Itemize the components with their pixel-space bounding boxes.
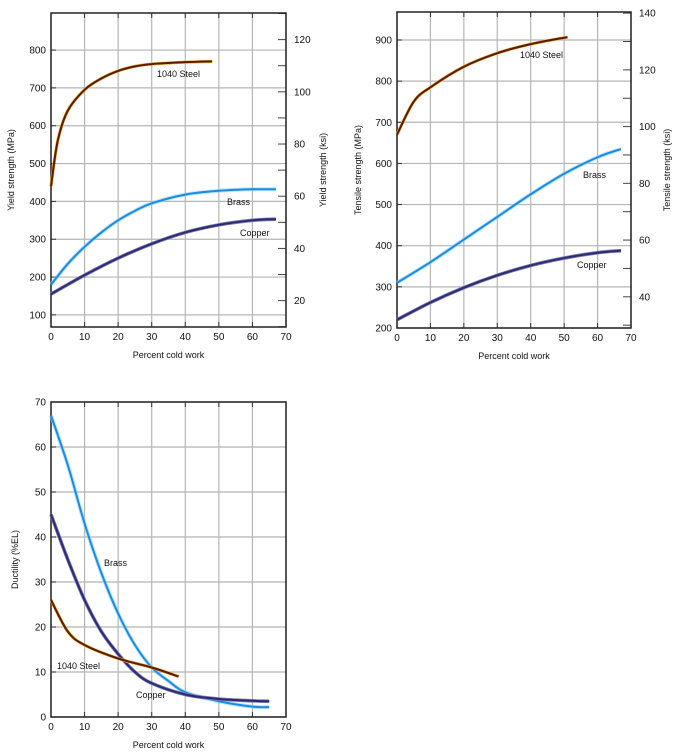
y2-tick-label: 80: [294, 140, 306, 151]
y-tick-label: 0: [40, 713, 46, 724]
y-tick-label: 200: [29, 273, 46, 284]
series-label: Copper: [240, 228, 270, 238]
series-label: Brass: [227, 197, 251, 207]
x-axis-label: Percent cold work: [478, 351, 550, 361]
y2-tick-label: 80: [639, 179, 651, 190]
x-tick-label: 50: [213, 722, 225, 733]
y2-axis-label: Yield strength (ksi): [318, 133, 328, 207]
x-tick-label: 30: [146, 332, 158, 343]
x-tick-label: 0: [48, 332, 54, 343]
y-tick-label: 500: [29, 159, 46, 170]
y-tick-label: 800: [29, 46, 46, 57]
y-tick-label: 500: [375, 200, 392, 211]
y2-tick-label: 20: [294, 296, 306, 307]
plot-frame: [396, 11, 632, 329]
y-tick-label: 700: [375, 118, 392, 129]
y-tick-label: 300: [375, 282, 392, 293]
series-label: 1040 Steel: [157, 69, 200, 79]
y2-tick-label: 120: [294, 35, 311, 46]
x-axis-label: Percent cold work: [133, 350, 205, 360]
series-label: Copper: [136, 690, 166, 700]
y-tick-label: 900: [375, 35, 392, 46]
y-tick-label: 50: [35, 488, 47, 499]
y-tick-label: 60: [35, 443, 47, 454]
chart-2: 0 10 20 30 40 50 60 70 200 300 400 500 600 700 800 900 4…: [353, 9, 672, 361]
x-tick-label: 50: [213, 332, 225, 343]
series-line-copper: [396, 249, 622, 321]
x-axis-label: Percent cold work: [133, 740, 205, 750]
y-tick-label: 20: [35, 623, 47, 634]
y2-tick-label: 140: [639, 9, 656, 20]
x-tick-label: 20: [113, 722, 125, 733]
y-tick-label: 30: [35, 578, 47, 589]
series-label: Brass: [583, 170, 607, 180]
series-line-brass: [396, 148, 622, 284]
chart-3: 0 10 20 30 40 50 60 70 0 10 20 30 40 50 60 70 Brass Coppe…: [10, 398, 292, 751]
x-tick-label: 10: [79, 332, 91, 343]
y2-tick-label: 60: [639, 236, 651, 247]
x-tick-label: 50: [559, 333, 571, 344]
y2-tick-label: 100: [294, 87, 311, 98]
y2-tick-label: 100: [639, 122, 656, 133]
y-tick-label: 400: [375, 241, 392, 252]
series-line-1040-steel: [50, 599, 179, 678]
plot-frame: [50, 401, 287, 718]
y-tick-label: 700: [29, 83, 46, 94]
series-label: Brass: [104, 558, 128, 568]
series-line-brass: [50, 415, 270, 709]
y2-tick-label: 60: [294, 192, 306, 203]
y-tick-label: 100: [29, 310, 46, 321]
series-line-1040-steel: [396, 36, 568, 136]
x-tick-label: 20: [458, 333, 470, 344]
series-line-copper: [50, 218, 276, 295]
y-tick-label: 300: [29, 235, 46, 246]
y-axis-label: Ductility (%EL): [10, 530, 20, 589]
series-line-1040-steel: [50, 60, 213, 187]
y-tick-label: 10: [35, 668, 47, 679]
y-tick-label: 600: [375, 159, 392, 170]
y-axis-label: Yield strength (MPa): [6, 129, 16, 211]
x-tick-label: 40: [180, 722, 192, 733]
series-line-copper: [50, 514, 270, 703]
series-line-brass: [50, 188, 276, 286]
x-tick-label: 70: [625, 333, 637, 344]
y-tick-label: 400: [29, 197, 46, 208]
y-tick-label: 200: [375, 324, 392, 335]
x-tick-label: 70: [280, 722, 292, 733]
series-label: Copper: [577, 260, 607, 270]
x-tick-label: 0: [394, 333, 400, 344]
y2-axis-label: Tensile strength (ksi): [662, 129, 672, 212]
x-tick-label: 30: [492, 333, 504, 344]
x-tick-label: 10: [425, 333, 437, 344]
x-tick-label: 60: [247, 332, 259, 343]
x-tick-label: 60: [247, 722, 259, 733]
x-tick-label: 60: [592, 333, 604, 344]
x-tick-label: 10: [79, 722, 91, 733]
x-tick-label: 40: [180, 332, 192, 343]
y2-tick-label: 40: [639, 292, 651, 303]
y2-tick-label: 120: [639, 65, 656, 76]
chart-1: 0 10 20 30 40 50 60 70 100 200 300 400 500 600 700 800 2…: [6, 12, 328, 360]
x-tick-label: 70: [280, 332, 292, 343]
plot-frame: [50, 12, 287, 328]
x-tick-label: 30: [146, 722, 158, 733]
x-tick-label: 20: [113, 332, 125, 343]
x-tick-label: 0: [48, 722, 54, 733]
y-tick-label: 800: [375, 77, 392, 88]
y-tick-label: 70: [35, 398, 47, 409]
y2-tick-label: 40: [294, 244, 306, 255]
y-tick-label: 600: [29, 121, 46, 132]
series-line-outline: [49, 59, 213, 187]
x-tick-label: 40: [525, 333, 537, 344]
series-label: 1040 Steel: [57, 661, 100, 671]
y-axis-label: Tensile strength (MPa): [353, 125, 363, 215]
y-tick-label: 40: [35, 533, 47, 544]
series-label: 1040 Steel: [520, 50, 563, 60]
